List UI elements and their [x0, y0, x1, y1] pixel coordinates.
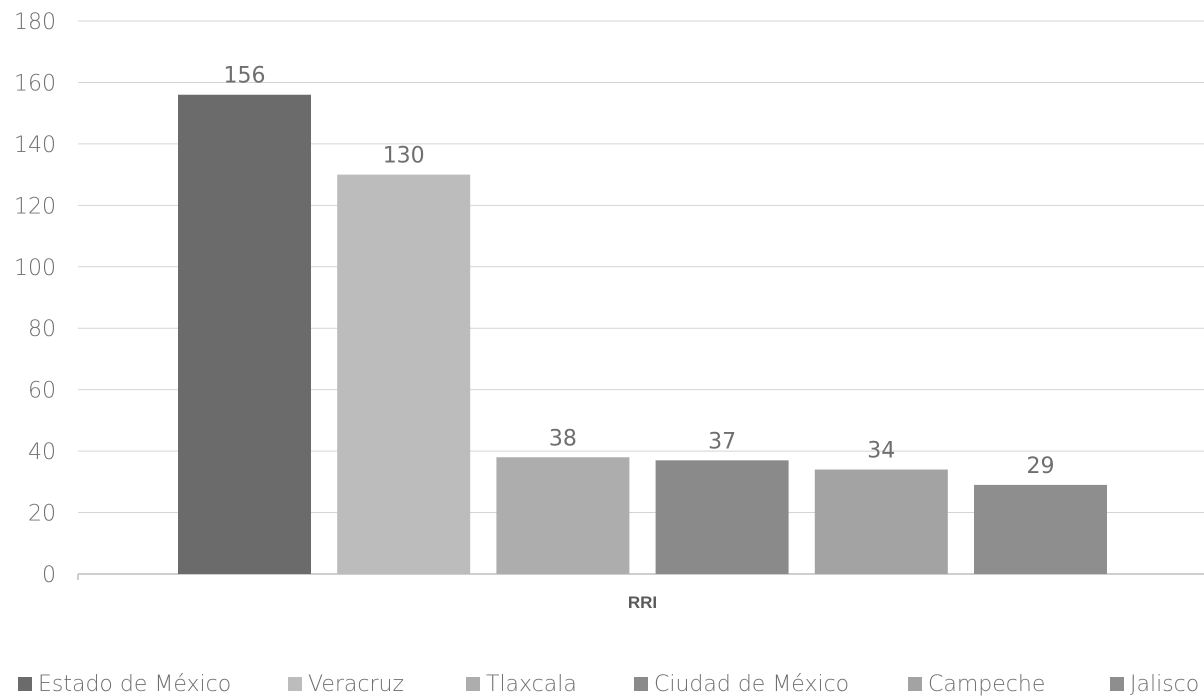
- y-tick-label: 60: [28, 379, 56, 404]
- y-tick-label: 180: [14, 10, 56, 35]
- bar: [496, 457, 630, 574]
- data-label: 37: [708, 429, 736, 454]
- data-label: 29: [1027, 454, 1055, 479]
- data-label: 38: [549, 426, 577, 451]
- legend-item: Estado de México: [18, 670, 231, 698]
- legend-swatch: [288, 677, 302, 691]
- bar: [814, 469, 948, 574]
- legend-swatch: [634, 677, 648, 691]
- bar: [337, 174, 471, 574]
- data-label: 34: [867, 439, 895, 464]
- legend-swatch: [18, 677, 32, 691]
- x-category-label: RRI: [628, 593, 657, 612]
- y-tick-label: 0: [42, 563, 56, 588]
- legend-label: Ciudad de México: [654, 671, 850, 697]
- bar: [974, 484, 1107, 574]
- legend-label: Veracruz: [308, 671, 405, 697]
- bar: [655, 460, 789, 574]
- legend-label: Campeche: [928, 671, 1046, 697]
- y-tick-label: 140: [14, 133, 56, 158]
- data-label: 130: [383, 144, 425, 169]
- chart-legend: Estado de México Veracruz Tlaxcala Ciudad d…: [0, 670, 1204, 698]
- y-tick-label: 20: [28, 502, 56, 527]
- legend-item: Veracruz: [288, 670, 404, 698]
- legend-swatch: [908, 677, 922, 691]
- bar: [178, 94, 311, 574]
- legend-label: Tlaxcala: [486, 671, 577, 697]
- y-tick-label: 80: [28, 317, 56, 342]
- legend-swatch: [1110, 677, 1124, 691]
- legend-item: Ciudad de México: [634, 670, 849, 698]
- legend-item: Jalisco: [1110, 670, 1199, 698]
- y-tick-label: 100: [14, 256, 56, 281]
- bar-chart: 0 20 40 60 80 100 120 140 160 180 156 130 38 37 34 29 RR…: [14, 10, 1204, 612]
- y-tick-label: 40: [28, 440, 56, 465]
- legend-swatch: [466, 677, 480, 691]
- legend-label: Jalisco: [1130, 671, 1200, 697]
- legend-label: Estado de México: [38, 671, 232, 697]
- data-label: 156: [224, 64, 266, 89]
- y-tick-label: 120: [14, 194, 56, 219]
- legend-item: Campeche: [908, 670, 1045, 698]
- legend-item: Tlaxcala: [466, 670, 577, 698]
- y-tick-label: 160: [14, 71, 56, 96]
